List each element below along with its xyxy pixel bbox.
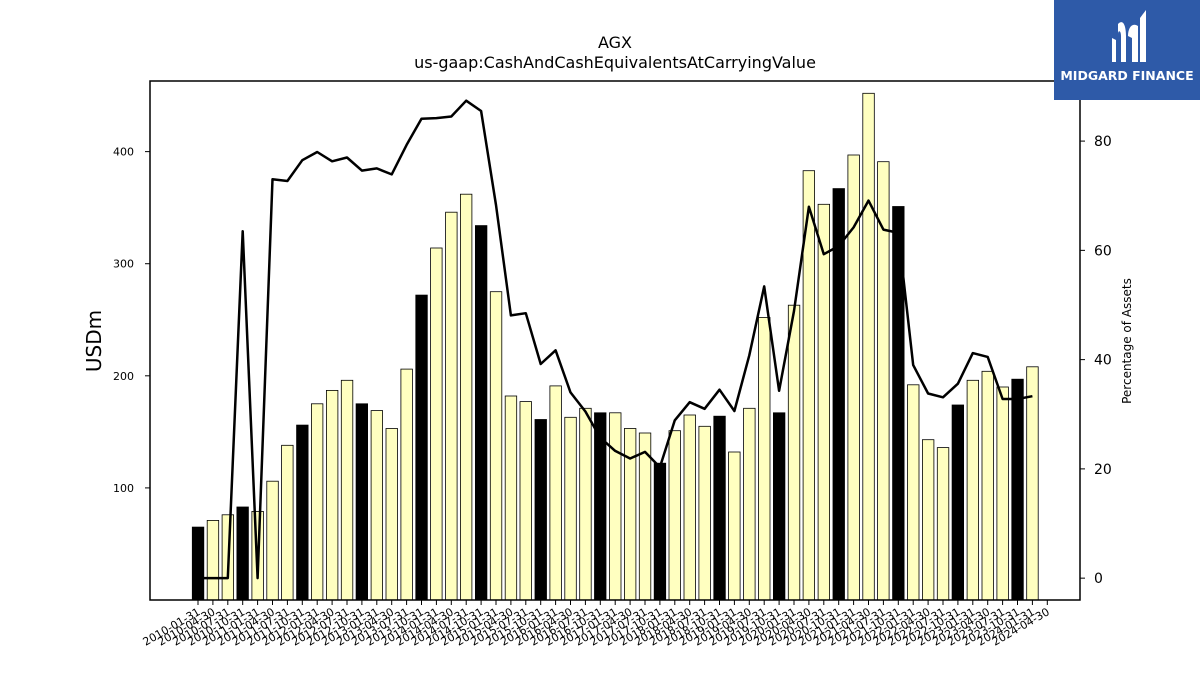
- plot-frame: [149, 80, 1081, 601]
- bar-2011-10-31: [296, 424, 309, 601]
- y-tick-label: 200: [113, 370, 134, 383]
- y2-axis-label: Percentage of Assets: [1120, 278, 1134, 404]
- bar-2015-04-30: [504, 395, 518, 601]
- chart-subtitle: us-gaap:CashAndCashEquivalentsAtCarrying…: [414, 53, 816, 72]
- y2-tick-label: 0: [1094, 571, 1103, 587]
- bar-2016-07-31: [579, 407, 592, 601]
- bar-2018-10-31: [713, 415, 726, 601]
- y-tick-label: 400: [113, 146, 134, 159]
- axis-ticks: 1002003004000204060802010-01-312010-04-3…: [113, 134, 1112, 648]
- bar-2014-10-31: [474, 225, 488, 601]
- bar-2020-10-31: [832, 188, 845, 601]
- bar-2013-07-31: [400, 368, 413, 601]
- logo-text: MIDGARD FINANCE: [1060, 68, 1194, 83]
- bar-2019-10-31: [773, 412, 786, 601]
- bar-series: [191, 92, 1039, 601]
- y-tick-label: 300: [113, 258, 134, 271]
- bar-2017-07-31: [638, 432, 652, 601]
- bar-2020-07-31: [817, 203, 830, 601]
- bar-2014-07-31: [459, 193, 473, 601]
- bar-2019-04-30: [743, 407, 756, 601]
- bar-2012-01-31: [310, 403, 324, 601]
- y2-tick-label: 60: [1094, 243, 1112, 259]
- line-series: [198, 99, 1033, 580]
- bar-2018-01-31: [668, 430, 681, 601]
- y-axis-label: USDm: [82, 310, 106, 372]
- bar-2020-01-31: [787, 304, 801, 601]
- bar-2023-10-31: [1011, 378, 1024, 601]
- bar-2022-10-31: [951, 404, 964, 601]
- bar-2010-01-31: [191, 526, 205, 601]
- bar-2022-04-30: [922, 439, 935, 601]
- bar-2019-01-31: [728, 451, 741, 601]
- y-tick-label: 100: [113, 482, 134, 495]
- bar-2012-07-31: [340, 379, 354, 601]
- bar-2016-01-31: [549, 385, 562, 601]
- bar-2023-07-31: [996, 386, 1009, 601]
- bar-2019-07-31: [758, 317, 771, 601]
- bar-2011-04-30: [266, 480, 279, 601]
- percentage-of-assets-line: [198, 99, 1033, 580]
- midgard-finance-logo: MIDGARD FINANCE: [1054, 0, 1200, 100]
- bar-2018-07-31: [698, 425, 711, 601]
- bar-2017-01-31: [609, 412, 622, 601]
- bar-2015-07-31: [519, 401, 532, 601]
- bar-2015-10-31: [534, 419, 547, 601]
- bar-2017-04-30: [624, 428, 637, 601]
- bar-2013-10-31: [415, 294, 428, 601]
- bar-2013-04-30: [385, 428, 398, 601]
- bar-2017-10-31: [653, 462, 667, 601]
- bar-2016-04-30: [564, 416, 577, 601]
- y2-tick-label: 80: [1094, 134, 1112, 150]
- y2-tick-label: 20: [1094, 462, 1112, 478]
- chart-title: AGX: [598, 33, 632, 52]
- bar-2012-10-31: [355, 403, 369, 601]
- bar-2014-01-31: [430, 247, 443, 601]
- bar-2022-07-31: [936, 447, 950, 601]
- logo-mark-icon: [1112, 10, 1146, 62]
- bar-2024-01-31: [1026, 366, 1039, 601]
- bar-2023-04-30: [981, 370, 994, 601]
- bar-2014-04-30: [445, 211, 458, 601]
- bar-2013-01-31: [370, 410, 384, 601]
- bar-2023-01-31: [966, 379, 979, 601]
- y2-tick-label: 40: [1094, 353, 1112, 369]
- bar-2018-04-30: [683, 414, 696, 601]
- bar-2010-10-31: [236, 506, 249, 601]
- bar-2011-07-31: [281, 444, 294, 601]
- bar-2012-04-30: [325, 389, 339, 601]
- bar-2010-04-30: [206, 520, 220, 601]
- bar-2021-04-30: [862, 92, 875, 601]
- bar-2022-01-31: [907, 384, 920, 601]
- bar-2015-01-31: [489, 291, 503, 601]
